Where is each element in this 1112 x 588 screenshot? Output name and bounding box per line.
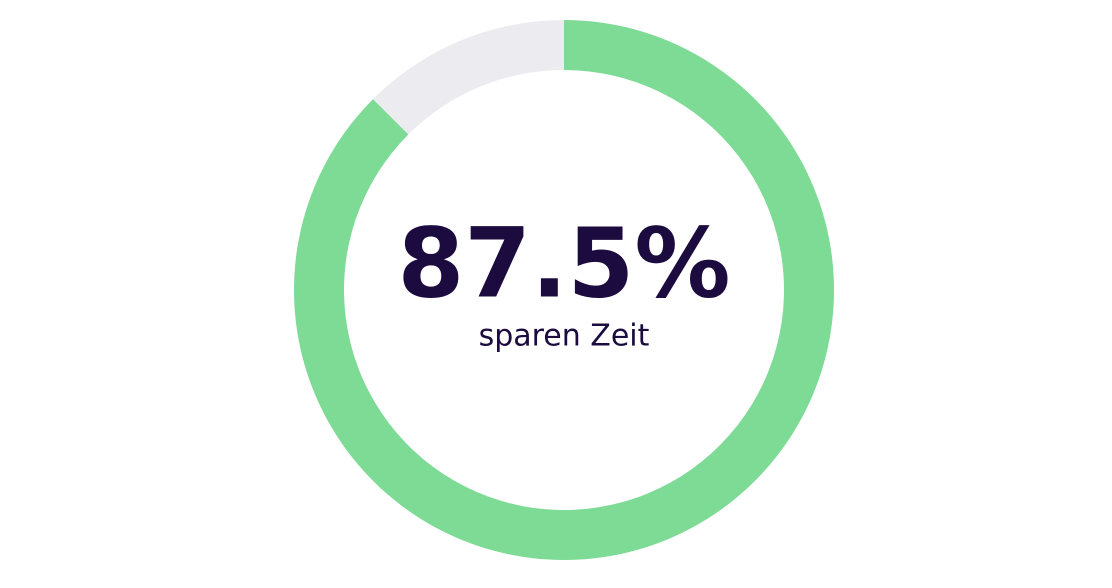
center-caption: sparen Zeit	[479, 319, 650, 354]
donut-segment	[373, 19, 564, 135]
center-value: 87.5%	[397, 207, 730, 319]
donut-ring	[293, 19, 834, 560]
